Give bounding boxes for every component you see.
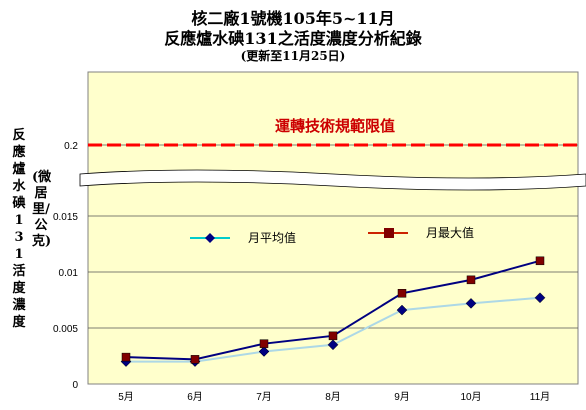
- x-tick-label: 7月: [256, 391, 272, 403]
- x-tick-label: 6月: [187, 391, 203, 403]
- point-max: [328, 331, 338, 341]
- point-max: [535, 256, 545, 266]
- x-tick-label: 9月: [394, 391, 410, 403]
- x-tick-label: 11月: [530, 391, 550, 403]
- legend-label-0: 月平均值: [248, 230, 296, 245]
- point-max: [397, 289, 407, 298]
- legend-marker-1: [384, 228, 394, 238]
- axis-break: [79, 169, 586, 191]
- point-max: [121, 352, 131, 362]
- y-tick-label: 0.005: [53, 324, 78, 335]
- chart-subtitle: 反應爐水碘131之活度濃度分析紀錄: [164, 29, 422, 48]
- update-note: (更新至11月25日): [240, 49, 346, 63]
- y-axis-label: 反應爐水碘131活度濃度: [12, 128, 26, 330]
- y-axis-unit: (微居里/公克): [32, 170, 52, 249]
- y-tick-label: 0.015: [53, 212, 78, 223]
- legend-marker-0: [205, 233, 215, 243]
- point-avg: [327, 339, 339, 351]
- y-tick-label: 0.2: [64, 141, 78, 152]
- limit-line-label: 運轉技術規範限值: [275, 117, 395, 135]
- x-tick-label: 5月: [118, 391, 134, 403]
- point-avg: [534, 292, 546, 304]
- x-tick-label: 10月: [460, 391, 481, 403]
- x-tick-label: 8月: [325, 391, 341, 403]
- point-avg: [465, 298, 477, 309]
- point-max: [190, 355, 200, 364]
- y-tick-label: 0: [72, 380, 78, 391]
- point-avg: [396, 304, 408, 316]
- point-max: [466, 275, 476, 285]
- point-avg: [258, 346, 270, 357]
- legend-label-1: 月最大值: [426, 225, 474, 240]
- y-tick-label: 0.01: [59, 268, 79, 279]
- point-max: [259, 339, 269, 348]
- chart-title: 核二廠1號機105年5~11月: [191, 9, 395, 28]
